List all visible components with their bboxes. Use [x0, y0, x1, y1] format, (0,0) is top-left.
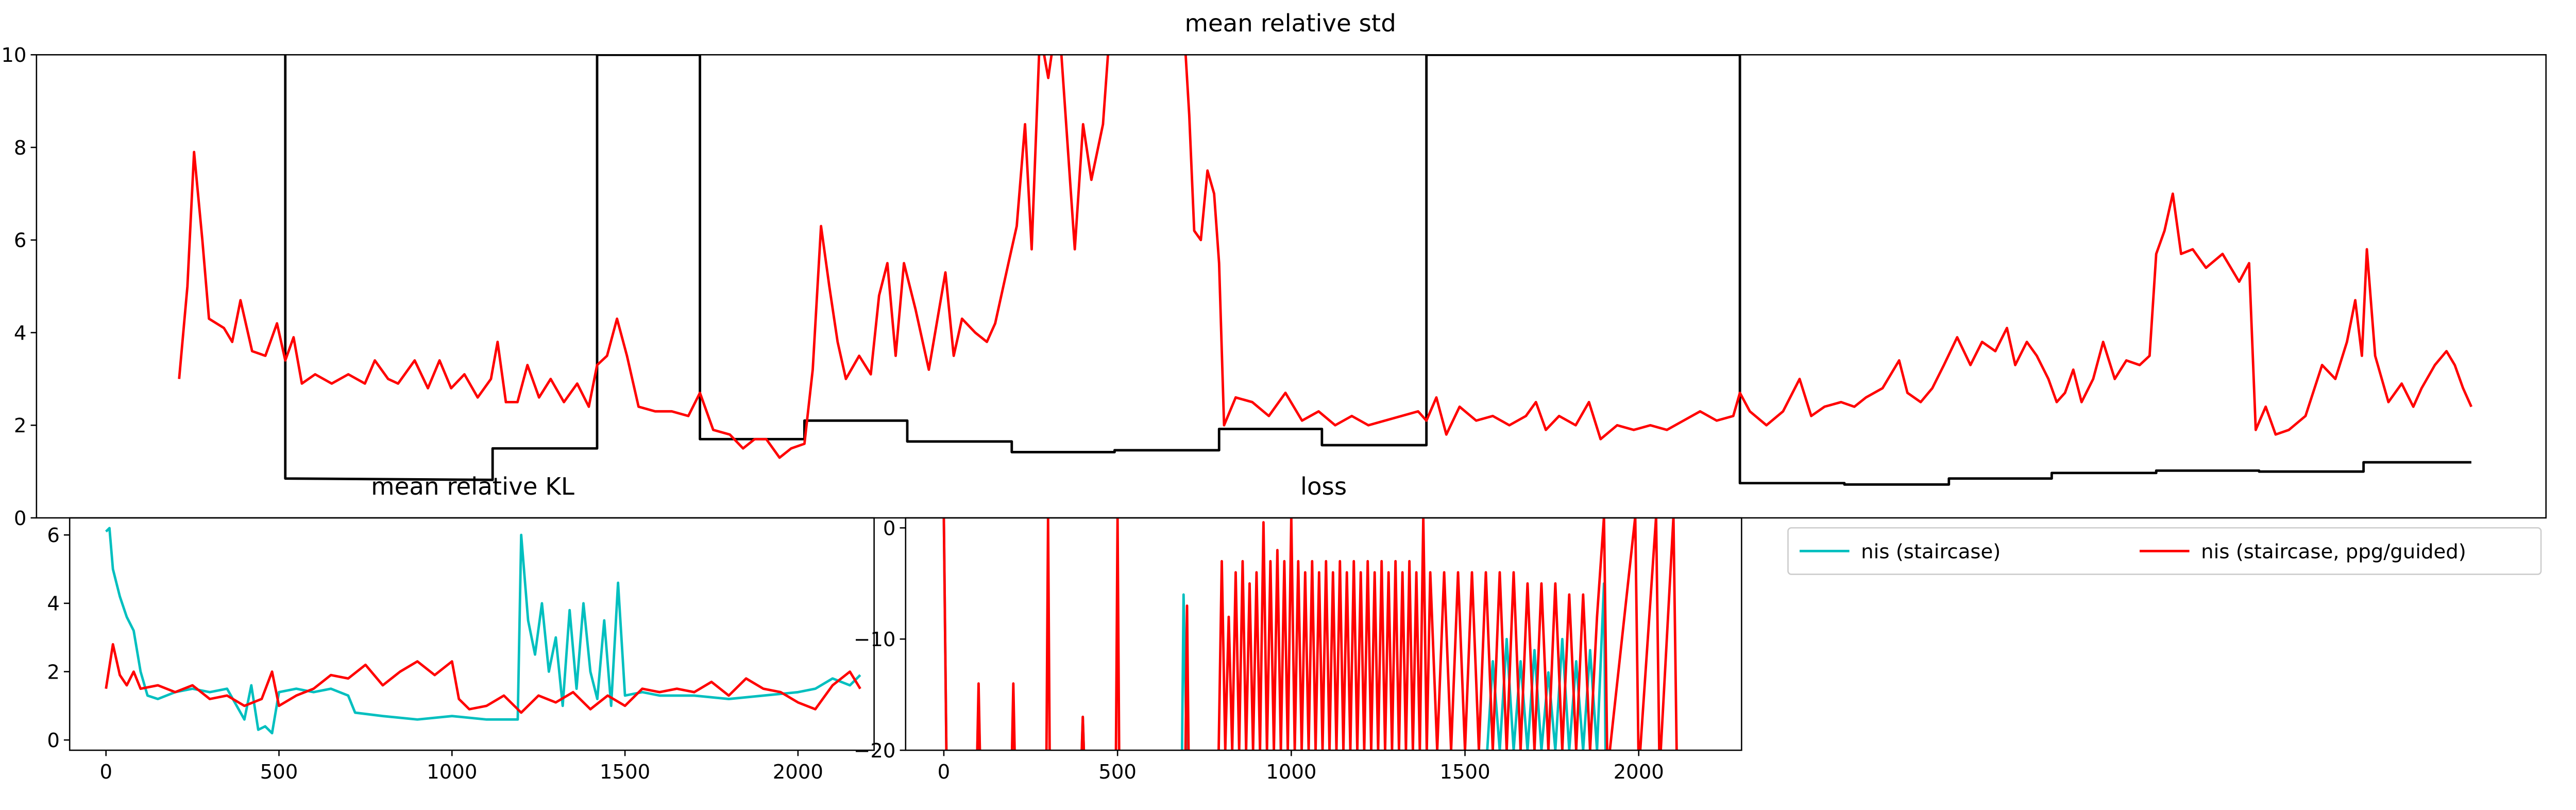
x-tick-label: 1500: [600, 761, 650, 784]
y-tick-label: 0: [47, 729, 60, 752]
series-line: [105, 643, 861, 714]
series-line: [105, 527, 861, 735]
y-tick-label: 0: [883, 517, 896, 540]
y-tick-label: 2: [47, 661, 60, 684]
axes-frame: [905, 517, 1742, 751]
x-tick-label: 1500: [1439, 761, 1490, 784]
x-tick-label: 1000: [427, 761, 477, 784]
y-tick-label: 2: [14, 414, 27, 437]
series-line: [284, 55, 2471, 486]
y-tick-label: 8: [14, 137, 27, 160]
chart-title: loss: [1300, 473, 1347, 501]
series-line: [942, 518, 1678, 751]
y-tick-label: −10: [854, 628, 895, 651]
chart-title: mean relative KL: [371, 473, 574, 501]
x-tick-label: 1000: [1266, 761, 1316, 784]
legend-label: nis (staircase, ppg/guided): [2201, 540, 2466, 563]
series-line: [942, 518, 1607, 751]
y-tick-label: 6: [47, 524, 60, 547]
y-tick-label: −20: [854, 739, 895, 763]
y-tick-label: 4: [47, 593, 60, 616]
x-tick-label: 500: [260, 761, 298, 784]
axes-frame: [69, 517, 875, 751]
y-tick-label: 6: [14, 229, 27, 252]
x-tick-label: 0: [938, 761, 951, 784]
chart-title: mean relative std: [1185, 10, 1396, 38]
x-tick-label: 500: [1098, 761, 1137, 784]
x-tick-label: 2000: [773, 761, 823, 784]
series-line: [178, 55, 2473, 459]
y-tick-label: 4: [14, 322, 27, 345]
x-tick-label: 0: [99, 761, 112, 784]
axes-frame: [36, 54, 2547, 519]
y-tick-label: 0: [14, 507, 27, 530]
legend-label: nis (staircase): [1861, 540, 2001, 563]
y-tick-label: 10: [1, 44, 26, 67]
x-tick-label: 2000: [1614, 761, 1664, 784]
